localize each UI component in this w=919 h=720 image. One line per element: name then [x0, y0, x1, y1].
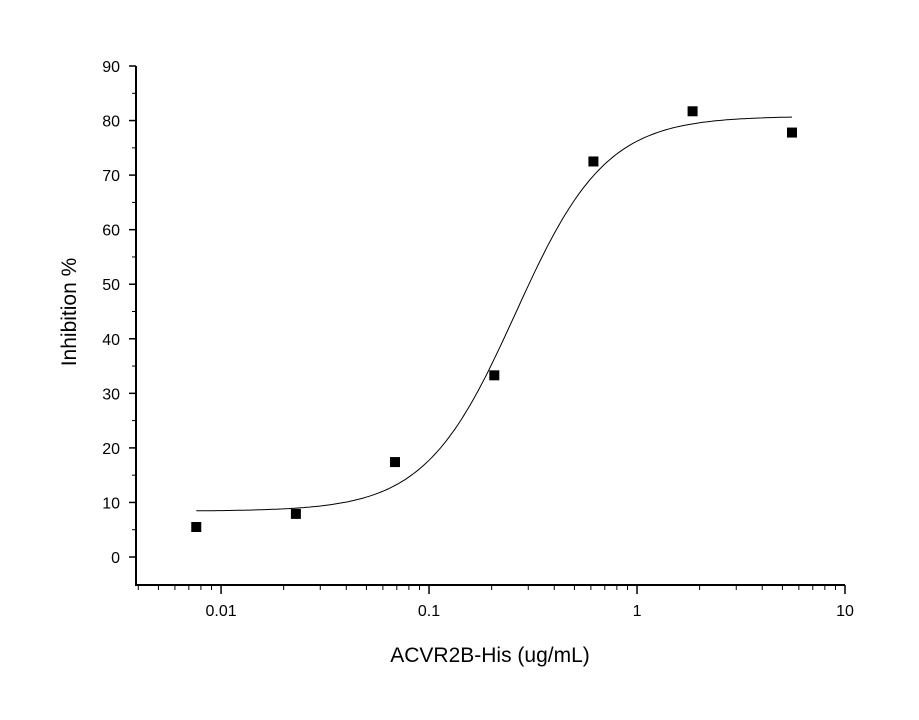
y-tick-label: 50	[102, 277, 120, 294]
axes: 0 10 20 30 40 50 60 70 80 90 0.01 0.1 1 10	[102, 59, 854, 620]
y-axis-title: Inhibition %	[58, 258, 81, 367]
y-tick-label: 20	[102, 441, 120, 458]
data-point	[786, 127, 797, 138]
data-marks	[191, 106, 797, 532]
data-point	[191, 521, 202, 532]
data-point	[588, 156, 599, 167]
y-tick-label: 80	[102, 114, 120, 131]
y-tick-label: 60	[102, 223, 120, 240]
data-point	[290, 508, 301, 519]
y-tick-label: 40	[102, 332, 120, 349]
data-point	[687, 106, 698, 117]
data-point	[489, 370, 500, 381]
y-tick-label: 90	[102, 59, 120, 76]
x-tick-label: 1	[633, 603, 642, 620]
fit-curve	[196, 116, 792, 512]
x-tick-label: 0.1	[418, 603, 440, 620]
x-axis-title: ACVR2B-His (ug/mL)	[390, 644, 590, 667]
data-point	[389, 457, 400, 468]
x-tick-label: 10	[836, 603, 854, 620]
y-tick-label: 0	[111, 550, 120, 567]
y-tick-label: 30	[102, 386, 120, 403]
x-tick-label: 0.01	[205, 603, 236, 620]
y-tick-label: 70	[102, 168, 120, 185]
y-tick-label: 10	[102, 495, 120, 512]
